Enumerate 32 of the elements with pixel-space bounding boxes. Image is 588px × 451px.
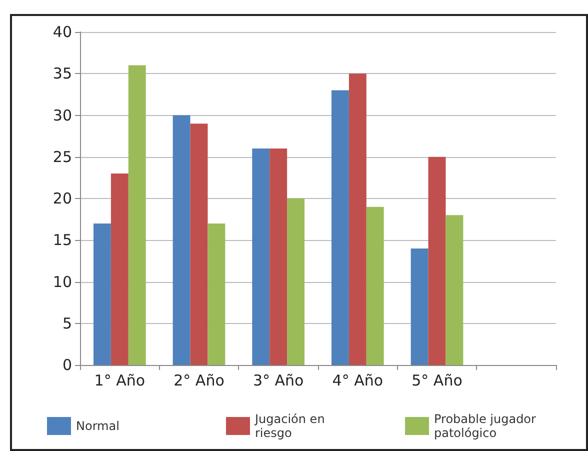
bar xyxy=(190,124,208,365)
x-tick-label: 1° Año xyxy=(94,372,146,390)
bar xyxy=(410,248,428,365)
y-tick-label: 40 xyxy=(52,23,72,41)
y-tick-label: 5 xyxy=(62,314,72,332)
y-tick-label: 25 xyxy=(52,148,72,166)
y-tick-label: 0 xyxy=(62,356,72,374)
x-tick-label: 3° Año xyxy=(252,372,304,390)
bar xyxy=(446,215,464,365)
y-tick-label: 20 xyxy=(52,190,72,208)
y-tick-label: 15 xyxy=(52,231,72,250)
bar xyxy=(331,90,349,365)
bar xyxy=(110,174,128,365)
legend-label: Jugación en riesgo xyxy=(254,412,329,440)
bar xyxy=(348,74,366,365)
legend-label: Probable jugador patológico xyxy=(434,412,540,440)
y-tick-label: 35 xyxy=(52,64,72,83)
x-tick-label: 4° Año xyxy=(332,372,384,390)
bar xyxy=(287,198,305,365)
bar xyxy=(366,206,384,365)
bar xyxy=(208,223,226,365)
x-tick-label: 5° Año xyxy=(412,372,462,390)
bar xyxy=(128,65,146,365)
bar xyxy=(270,148,288,365)
bar xyxy=(172,115,190,365)
x-tick-label: 2° Año xyxy=(174,372,224,390)
legend-label: Normal xyxy=(76,419,120,433)
bar xyxy=(428,156,446,365)
y-tick-label: 30 xyxy=(52,106,72,124)
bar xyxy=(252,148,270,365)
bar xyxy=(93,223,111,365)
y-tick-label: 10 xyxy=(52,272,72,291)
